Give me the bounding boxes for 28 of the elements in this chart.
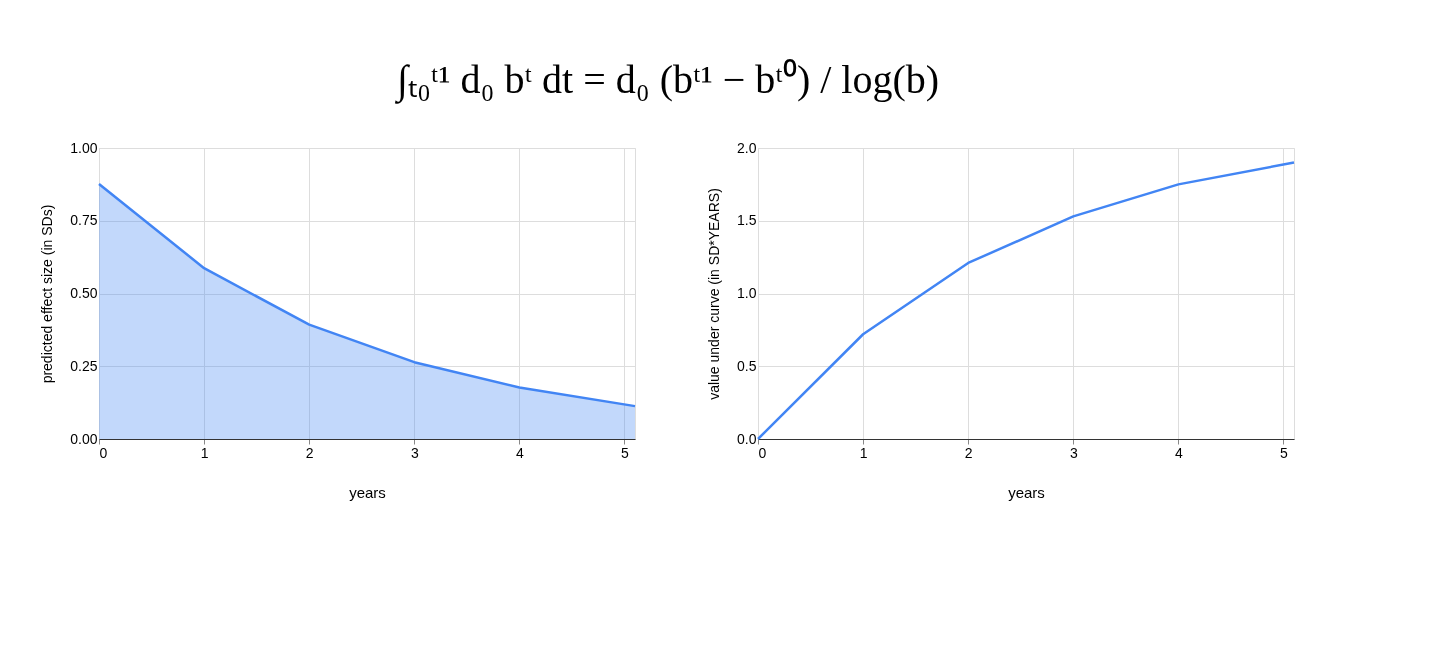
x-tick-label: 0 <box>758 444 767 461</box>
x-tick-label: 2 <box>964 444 973 461</box>
y-tick-label: 1.0 <box>737 285 757 301</box>
x-tick-label: 4 <box>515 444 524 461</box>
y-tick-label: 1.00 <box>70 139 98 156</box>
x-tick-label: 4 <box>1174 444 1183 461</box>
y-axis-title: value under curve (in SD*YEARS) <box>706 188 723 400</box>
y-tick-label: 0.00 <box>70 430 98 447</box>
chart-title: ∫ₜ₀ᵗ¹ d₀ bᵗ dt = d₀ (bᵗ¹ − bᵗ⁰) / log(b) <box>393 56 940 104</box>
y-tick-label: 0.0 <box>737 430 757 447</box>
line-series <box>756 161 1296 441</box>
x-tick-label: 3 <box>410 444 419 461</box>
x-tick-label: 1 <box>200 444 209 461</box>
x-tick-label: 1 <box>859 444 868 461</box>
x-axis-title: years <box>349 483 386 501</box>
x-axis-title: years <box>1008 483 1045 501</box>
y-tick-label: 0.25 <box>70 357 98 374</box>
x-tick-label: 5 <box>621 444 630 461</box>
y-tick-label: 1.5 <box>737 212 757 229</box>
x-tick-label: 0 <box>99 444 108 461</box>
y-tick-label: 0.75 <box>70 212 98 229</box>
x-tick-label: 2 <box>305 444 314 461</box>
y-tick-label: 2.0 <box>737 139 757 156</box>
x-tick-label: 3 <box>1069 444 1078 461</box>
x-tick-label: 5 <box>1280 444 1289 461</box>
y-axis-title: predicted effect size (in SDs) <box>39 204 56 384</box>
y-tick-label: 0.50 <box>70 285 98 301</box>
y-tick-label: 0.5 <box>737 357 757 374</box>
